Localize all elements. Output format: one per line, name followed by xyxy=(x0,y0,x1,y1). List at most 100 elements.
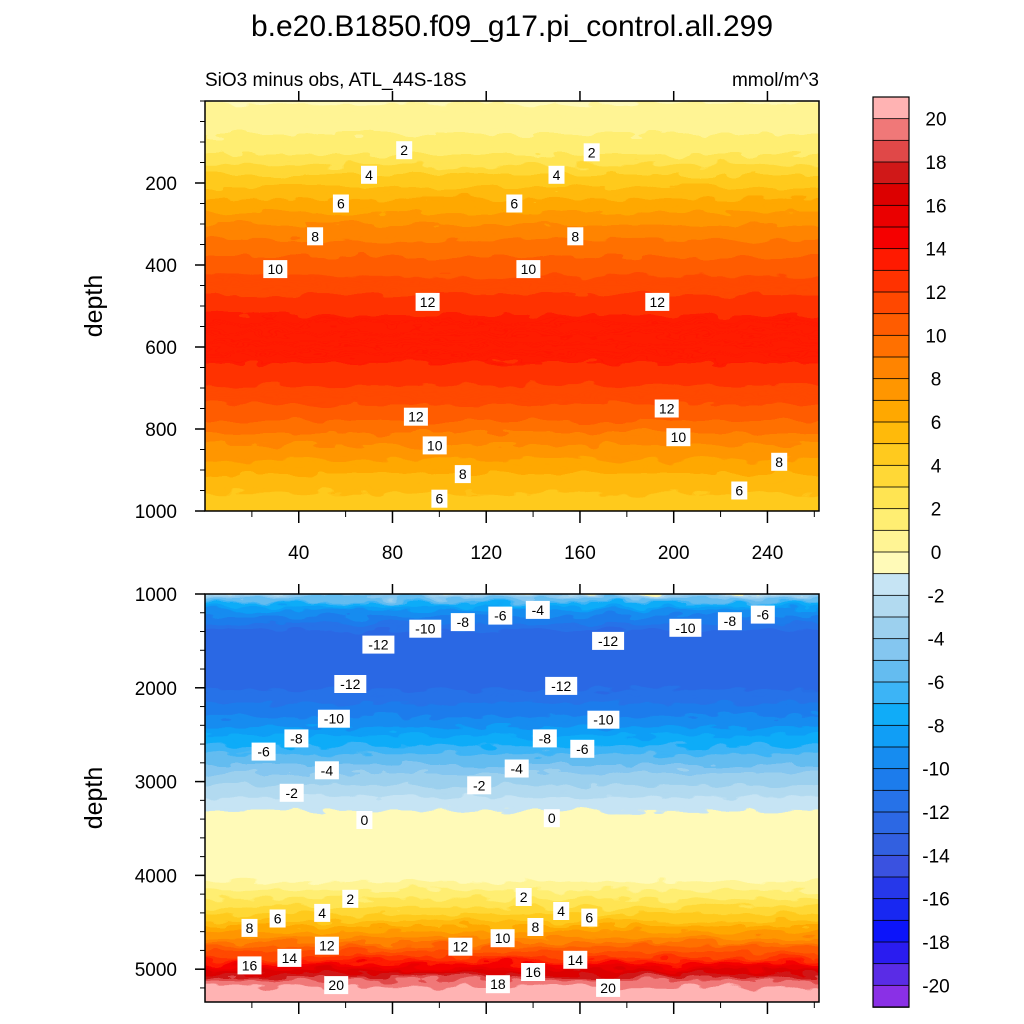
contour-label: -12 xyxy=(598,633,618,649)
units-label: mmol/m^3 xyxy=(732,70,819,91)
figure-title: b.e20.B1850.f09_g17.pi_control.all.299 xyxy=(251,10,773,43)
colorbar-swatch xyxy=(872,551,910,575)
colorbar-label: -10 xyxy=(922,760,949,781)
contour-label-box xyxy=(409,619,442,638)
colorbar-swatch xyxy=(872,443,910,467)
colorbar-swatch xyxy=(872,919,910,943)
contour-label-box xyxy=(361,165,377,184)
contour-label-box xyxy=(332,194,349,213)
contour-label-box xyxy=(263,260,288,279)
contour-label: 0 xyxy=(361,812,369,828)
contour-label-box xyxy=(563,950,588,969)
contour-label: -12 xyxy=(368,637,388,653)
colorbar-swatch xyxy=(872,811,910,835)
contour-label: -6 xyxy=(576,741,589,757)
colorbar-swatch xyxy=(872,204,910,228)
x-tick-label: 120 xyxy=(470,543,502,564)
colorbar-swatch xyxy=(872,378,910,402)
contour-label: 12 xyxy=(659,401,675,417)
contour-label: 2 xyxy=(400,142,408,158)
contour-label-box xyxy=(596,978,621,997)
colorbar-label: 2 xyxy=(931,500,942,521)
contour-label-box xyxy=(334,675,367,693)
colorbar-label: -8 xyxy=(928,716,945,737)
contour-label-box xyxy=(587,710,620,729)
lower-depth-axis-label: depth xyxy=(80,767,108,830)
colorbar-label: -2 xyxy=(928,586,945,607)
contour-label-box xyxy=(567,227,584,246)
contour-label-box xyxy=(269,909,286,928)
colorbar-frame xyxy=(872,96,910,1008)
colorbar-swatch xyxy=(872,659,910,683)
contour-label-box xyxy=(490,929,515,948)
contour-label-box xyxy=(570,739,595,758)
contour-label: -4 xyxy=(321,762,334,778)
contour-label: -8 xyxy=(724,613,737,629)
contour-label: 18 xyxy=(490,976,506,992)
colorbar-swatch xyxy=(872,226,910,250)
contour-label-box xyxy=(516,260,541,279)
contour-label: 10 xyxy=(495,930,511,946)
contour-label-box xyxy=(731,481,748,500)
lower-panel-frame xyxy=(204,593,820,1003)
colorbar-label: -18 xyxy=(922,933,949,954)
contour-label: -10 xyxy=(593,712,613,728)
colorbar-label: -14 xyxy=(922,846,950,867)
contour-label-box xyxy=(583,143,600,162)
colorbar-swatch xyxy=(872,941,910,965)
contour-label: -6 xyxy=(494,608,507,624)
x-tick-label: 80 xyxy=(382,543,403,564)
contour-label: -8 xyxy=(290,730,303,746)
contour-label-box xyxy=(581,908,598,927)
contour-label: 12 xyxy=(453,939,469,955)
contour-label: 4 xyxy=(365,167,373,183)
contour-label-box xyxy=(750,605,775,624)
contour-label-box xyxy=(422,436,447,455)
contour-label-box xyxy=(454,465,471,484)
field-band xyxy=(205,501,819,511)
contour-label-box xyxy=(431,489,448,508)
colorbar-swatch xyxy=(872,399,910,423)
contour-label: 0 xyxy=(548,810,556,826)
contour-label-box xyxy=(515,888,532,906)
contour-label: 14 xyxy=(282,950,298,966)
contour-label: 6 xyxy=(436,491,444,507)
colorbar-swatch xyxy=(872,334,910,358)
colorbar-swatch xyxy=(872,768,910,792)
contour-label: 2 xyxy=(520,889,528,905)
contour-label: 10 xyxy=(268,261,284,277)
contour-label-box xyxy=(362,635,395,654)
contour-label: 10 xyxy=(521,261,537,277)
colorbar-label: 0 xyxy=(931,543,942,564)
contour-label: -2 xyxy=(285,785,298,801)
colorbar-label: 8 xyxy=(931,370,942,391)
contour-label: 8 xyxy=(775,454,783,470)
y-tick-label: 400 xyxy=(145,256,177,277)
contour-label: 8 xyxy=(532,919,540,935)
contour-label-box xyxy=(317,709,350,728)
colorbar-swatch xyxy=(872,594,910,618)
contour-label: 8 xyxy=(311,228,319,244)
y-tick-label: 3000 xyxy=(135,773,177,794)
colorbar-swatch xyxy=(872,833,910,857)
colorbar-swatch xyxy=(872,269,910,293)
y-tick-label: 600 xyxy=(145,338,177,359)
contour-label: 20 xyxy=(328,977,344,993)
colorbar-label: 10 xyxy=(925,326,946,347)
upper-panel-field xyxy=(205,101,819,511)
colorbar-swatch xyxy=(872,854,910,878)
colorbar-swatch xyxy=(872,356,910,380)
contour-label: -6 xyxy=(257,744,270,760)
colorbar-label: -12 xyxy=(922,803,949,824)
y-tick-label: 4000 xyxy=(135,866,177,887)
colorbar-swatch xyxy=(872,876,910,900)
colorbar-label: -16 xyxy=(922,890,949,911)
contour-label: 10 xyxy=(671,429,687,445)
x-tick-label: 200 xyxy=(658,543,690,564)
contour-label-box xyxy=(314,903,331,922)
lower-panel-field xyxy=(205,594,819,1002)
colorbar-label: 16 xyxy=(925,196,946,217)
colorbar: 20181614121086420-2-4-6-8-10-12-14-16-18… xyxy=(872,96,950,1008)
contour-label: 8 xyxy=(459,466,467,482)
